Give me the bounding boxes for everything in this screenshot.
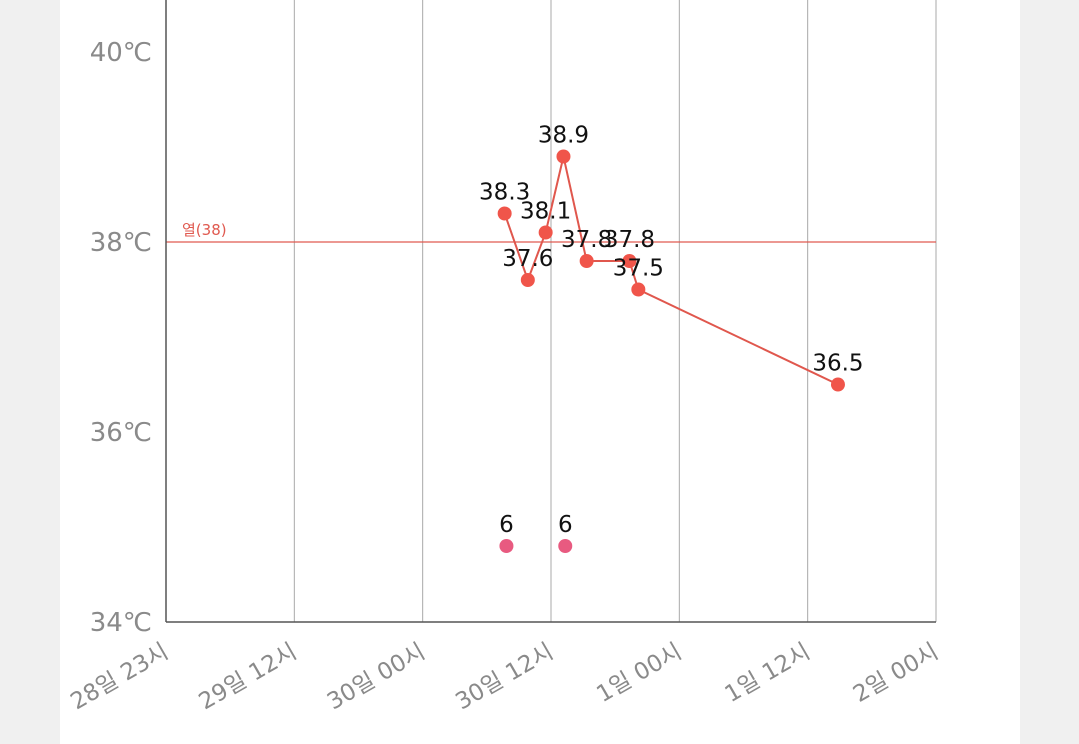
temperature-point-3: [556, 149, 571, 164]
temperature-label-4: 37.8: [561, 227, 612, 253]
threshold-label: 열(38): [182, 221, 227, 239]
temperature-label-1: 37.6: [502, 246, 553, 272]
y-tick-label-2: 38℃: [90, 228, 152, 258]
temperature-label-6: 37.5: [613, 256, 664, 282]
temperature-series: 38.337.638.138.937.837.837.536.5: [479, 123, 864, 392]
y-tick-labels: 34℃ 36℃ 38℃ 40℃: [90, 38, 152, 638]
temperature-point-5: [622, 254, 637, 268]
x-tick-label-6: 2일 00시: [849, 639, 943, 708]
temperature-label-5: 37.8: [604, 227, 655, 253]
fever-threshold: 열(38): [166, 221, 936, 243]
x-tick-label-1: 29일 12시: [195, 639, 302, 716]
event-point-1: [558, 539, 573, 553]
y-tick-label-1: 36℃: [90, 418, 152, 448]
y-tick-label-3: 40℃: [90, 38, 152, 68]
temperature-point-1: [520, 273, 535, 287]
temperature-point-0: [497, 206, 512, 221]
temperature-line: [503, 156, 839, 386]
temperature-label-3: 38.9: [538, 123, 589, 149]
x-tick-label-2: 30일 00시: [323, 639, 430, 716]
axes: [165, 0, 936, 623]
temperature-label-0: 38.3: [479, 180, 530, 206]
x-tick-label-4: 1일 00시: [592, 639, 686, 708]
temperature-label-2: 38.1: [520, 199, 571, 225]
temperature-label-7: 36.5: [812, 351, 863, 377]
x-tick-labels: 28일 23시 29일 12시 30일 00시 30일 12시 1일 00시 1일 12시…: [66, 639, 943, 716]
event-point-0: [499, 539, 514, 553]
temperature-point-7: [830, 377, 845, 392]
grid-lines: [293, 0, 937, 622]
temperature-point-4: [579, 254, 594, 268]
y-tick-label-0: 34℃: [90, 608, 152, 638]
x-tick-label-3: 30일 12시: [451, 639, 558, 716]
event-label-1: 6: [558, 512, 573, 538]
chart-card: [60, 0, 1020, 744]
temperature-point-6: [631, 282, 646, 297]
temperature-point-2: [538, 225, 553, 240]
x-tick-label-5: 1일 12시: [721, 639, 815, 708]
event-label-0: 6: [499, 512, 514, 538]
x-tick-label-0: 28일 23시: [66, 639, 173, 716]
